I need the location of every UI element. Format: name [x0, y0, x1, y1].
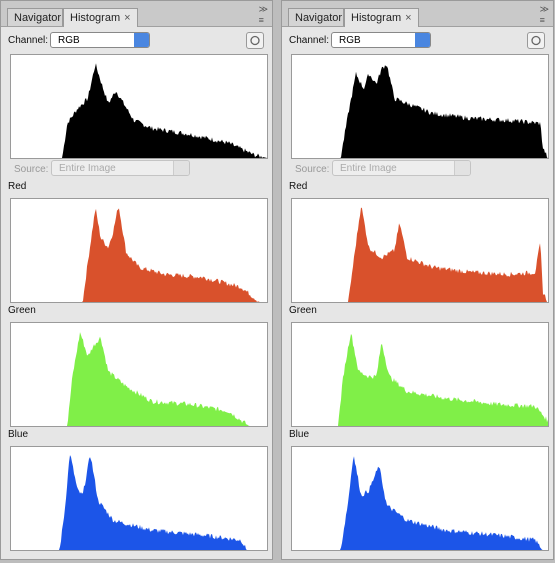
select-arrows: [454, 161, 470, 175]
histogram-graph: [292, 207, 548, 302]
select-arrows: [134, 33, 149, 47]
select-arrows: [173, 161, 189, 175]
source-label: Source:: [14, 164, 49, 175]
histogram-tab[interactable]: Histogram ×: [63, 8, 138, 27]
histogram: [291, 446, 549, 551]
histogram-graph: [292, 333, 548, 426]
channel-select[interactable]: RGB: [50, 32, 150, 48]
channel-name: Red: [289, 181, 308, 192]
channel-label: Channel:: [8, 35, 49, 46]
tab-label: Histogram: [351, 12, 402, 24]
select-arrows: [415, 33, 430, 47]
histogram-shape: [292, 333, 548, 426]
histogram-graph: [11, 63, 267, 158]
histogram-panel: Navigator Histogram × ≫ ≡ Channel: RGB Source: E…: [281, 0, 554, 560]
histogram-panel: Navigator Histogram × ≫ ≡ Channel: RGB Source: E…: [0, 0, 273, 560]
channel-name: Blue: [289, 429, 310, 440]
refresh-icon: [531, 35, 541, 46]
channel-value: RGB: [58, 35, 80, 46]
channel-name: Green: [8, 305, 36, 316]
histogram: [291, 322, 549, 427]
histogram-graph: [11, 208, 267, 302]
channel-select[interactable]: RGB: [331, 32, 431, 48]
histogram-shape: [11, 63, 267, 158]
close-icon[interactable]: ×: [124, 12, 131, 24]
channel-label: Channel:: [289, 35, 330, 46]
histogram-shape: [11, 208, 267, 302]
source-label: Source:: [295, 164, 330, 175]
histogram-shape: [11, 455, 267, 550]
refresh-button[interactable]: [246, 32, 264, 49]
channel-name: Green: [289, 305, 317, 316]
refresh-button[interactable]: [527, 32, 545, 49]
tab-bar: Navigator Histogram × ≫ ≡: [282, 1, 553, 27]
channel-name: Red: [8, 181, 27, 192]
refresh-icon: [250, 35, 260, 46]
histogram-shape: [11, 332, 267, 426]
histogram-shape: [292, 207, 548, 302]
histogram-graph: [292, 456, 548, 550]
source-value: Entire Image: [340, 163, 397, 174]
histogram-shape: [292, 65, 548, 158]
histogram: [10, 446, 268, 551]
histogram-tab[interactable]: Histogram ×: [344, 8, 419, 27]
panel-menu[interactable]: ≫ ≡: [258, 4, 268, 25]
histogram-shape: [292, 456, 548, 550]
histogram-graph: [11, 455, 267, 550]
channel-value: RGB: [339, 35, 361, 46]
histogram-graph: [292, 65, 548, 158]
histogram: [10, 198, 268, 303]
panel-menu[interactable]: ≫ ≡: [539, 4, 549, 25]
histogram: [291, 198, 549, 303]
close-icon[interactable]: ×: [405, 12, 412, 24]
source-select[interactable]: Entire Image: [332, 160, 471, 176]
navigator-tab[interactable]: Navigator: [7, 8, 63, 26]
tab-bar: Navigator Histogram × ≫ ≡: [1, 1, 272, 27]
source-value: Entire Image: [59, 163, 116, 174]
tab-label: Histogram: [70, 12, 121, 24]
source-select[interactable]: Entire Image: [51, 160, 190, 176]
histogram: [10, 54, 268, 159]
channel-name: Blue: [8, 429, 29, 440]
histogram: [10, 322, 268, 427]
histogram: [291, 54, 549, 159]
navigator-tab[interactable]: Navigator: [288, 8, 344, 26]
histogram-graph: [11, 332, 267, 426]
